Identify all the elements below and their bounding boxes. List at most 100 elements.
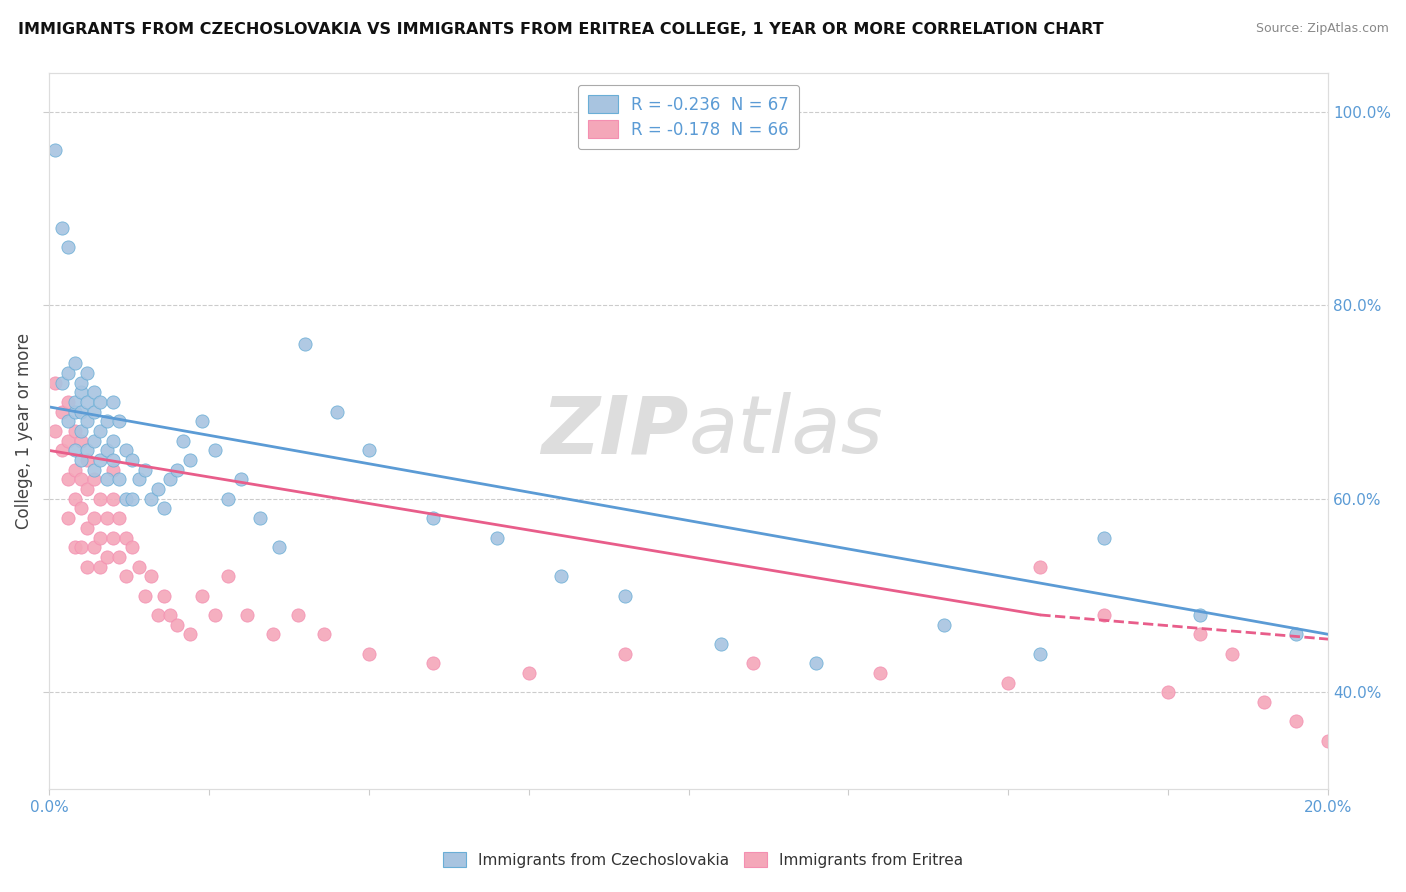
Point (357, 647, 380, 661)
Point (83, 385, 105, 400)
Point (166, 617, 188, 632)
Point (997, 675, 1019, 690)
Point (262, 627, 284, 641)
Point (191, 414, 214, 428)
Point (114, 569, 136, 583)
Point (51, 405, 73, 419)
Point (108, 549, 131, 564)
Legend: Immigrants from Czechoslovakia, Immigrants from Eritrea: Immigrants from Czechoslovakia, Immigran… (436, 846, 970, 873)
Point (1285, 714, 1308, 729)
Point (422, 657, 444, 671)
Point (89, 531, 111, 545)
Point (76, 482, 98, 496)
Point (134, 463, 156, 477)
Point (101, 491, 124, 506)
Point (56, 414, 79, 428)
Point (63, 395, 86, 409)
Point (1285, 627, 1308, 641)
Point (159, 473, 181, 487)
Point (76, 559, 98, 574)
Point (83, 434, 105, 448)
Point (141, 569, 163, 583)
Point (249, 511, 271, 525)
Point (101, 531, 124, 545)
Point (70, 434, 93, 448)
Point (76, 443, 98, 458)
Point (121, 453, 143, 467)
Point (63, 424, 86, 438)
Point (1253, 695, 1275, 709)
Point (51, 443, 73, 458)
Text: ZIP: ZIP (541, 392, 689, 470)
Point (89, 395, 111, 409)
Point (83, 511, 105, 525)
Point (146, 482, 169, 496)
Legend: R = -0.236  N = 67, R = -0.178  N = 66: R = -0.236 N = 67, R = -0.178 N = 66 (578, 85, 799, 149)
Point (422, 511, 444, 525)
Point (56, 434, 79, 448)
Point (1029, 647, 1052, 661)
Point (101, 453, 124, 467)
Text: Source: ZipAtlas.com: Source: ZipAtlas.com (1256, 22, 1389, 36)
Point (89, 453, 111, 467)
Point (613, 589, 636, 603)
Point (1220, 647, 1243, 661)
Point (204, 443, 226, 458)
Point (70, 424, 93, 438)
Point (56, 366, 79, 380)
Point (83, 473, 105, 487)
Point (114, 443, 136, 458)
Point (63, 405, 86, 419)
Point (550, 569, 572, 583)
Point (89, 424, 111, 438)
Point (236, 607, 259, 622)
Point (741, 657, 763, 671)
Point (108, 414, 131, 428)
Point (326, 405, 349, 419)
Point (63, 491, 86, 506)
Point (217, 569, 239, 583)
Point (128, 473, 150, 487)
Point (56, 511, 79, 525)
Point (312, 627, 335, 641)
Y-axis label: College, 1 year or more: College, 1 year or more (15, 333, 32, 529)
Point (96, 549, 118, 564)
Point (83, 463, 105, 477)
Point (229, 473, 252, 487)
Point (294, 337, 316, 351)
Point (357, 443, 380, 458)
Point (101, 395, 124, 409)
Point (1092, 607, 1115, 622)
Point (1317, 733, 1340, 747)
Point (56, 240, 79, 254)
Point (1189, 627, 1212, 641)
Point (101, 434, 124, 448)
Point (83, 405, 105, 419)
Point (96, 473, 118, 487)
Point (709, 637, 731, 651)
Point (191, 589, 214, 603)
Point (56, 473, 79, 487)
Point (96, 443, 118, 458)
Point (44, 424, 66, 438)
Point (63, 540, 86, 554)
Point (96, 511, 118, 525)
Point (70, 501, 93, 516)
Point (51, 220, 73, 235)
Point (1157, 685, 1180, 699)
Point (56, 395, 79, 409)
Point (89, 491, 111, 506)
Point (70, 405, 93, 419)
Point (146, 607, 169, 622)
Point (159, 607, 181, 622)
Point (166, 463, 188, 477)
Point (121, 491, 143, 506)
Point (96, 414, 118, 428)
Point (204, 607, 226, 622)
Point (70, 453, 93, 467)
Point (63, 463, 86, 477)
Point (269, 540, 291, 554)
Point (134, 589, 156, 603)
Point (76, 521, 98, 535)
Point (153, 589, 176, 603)
